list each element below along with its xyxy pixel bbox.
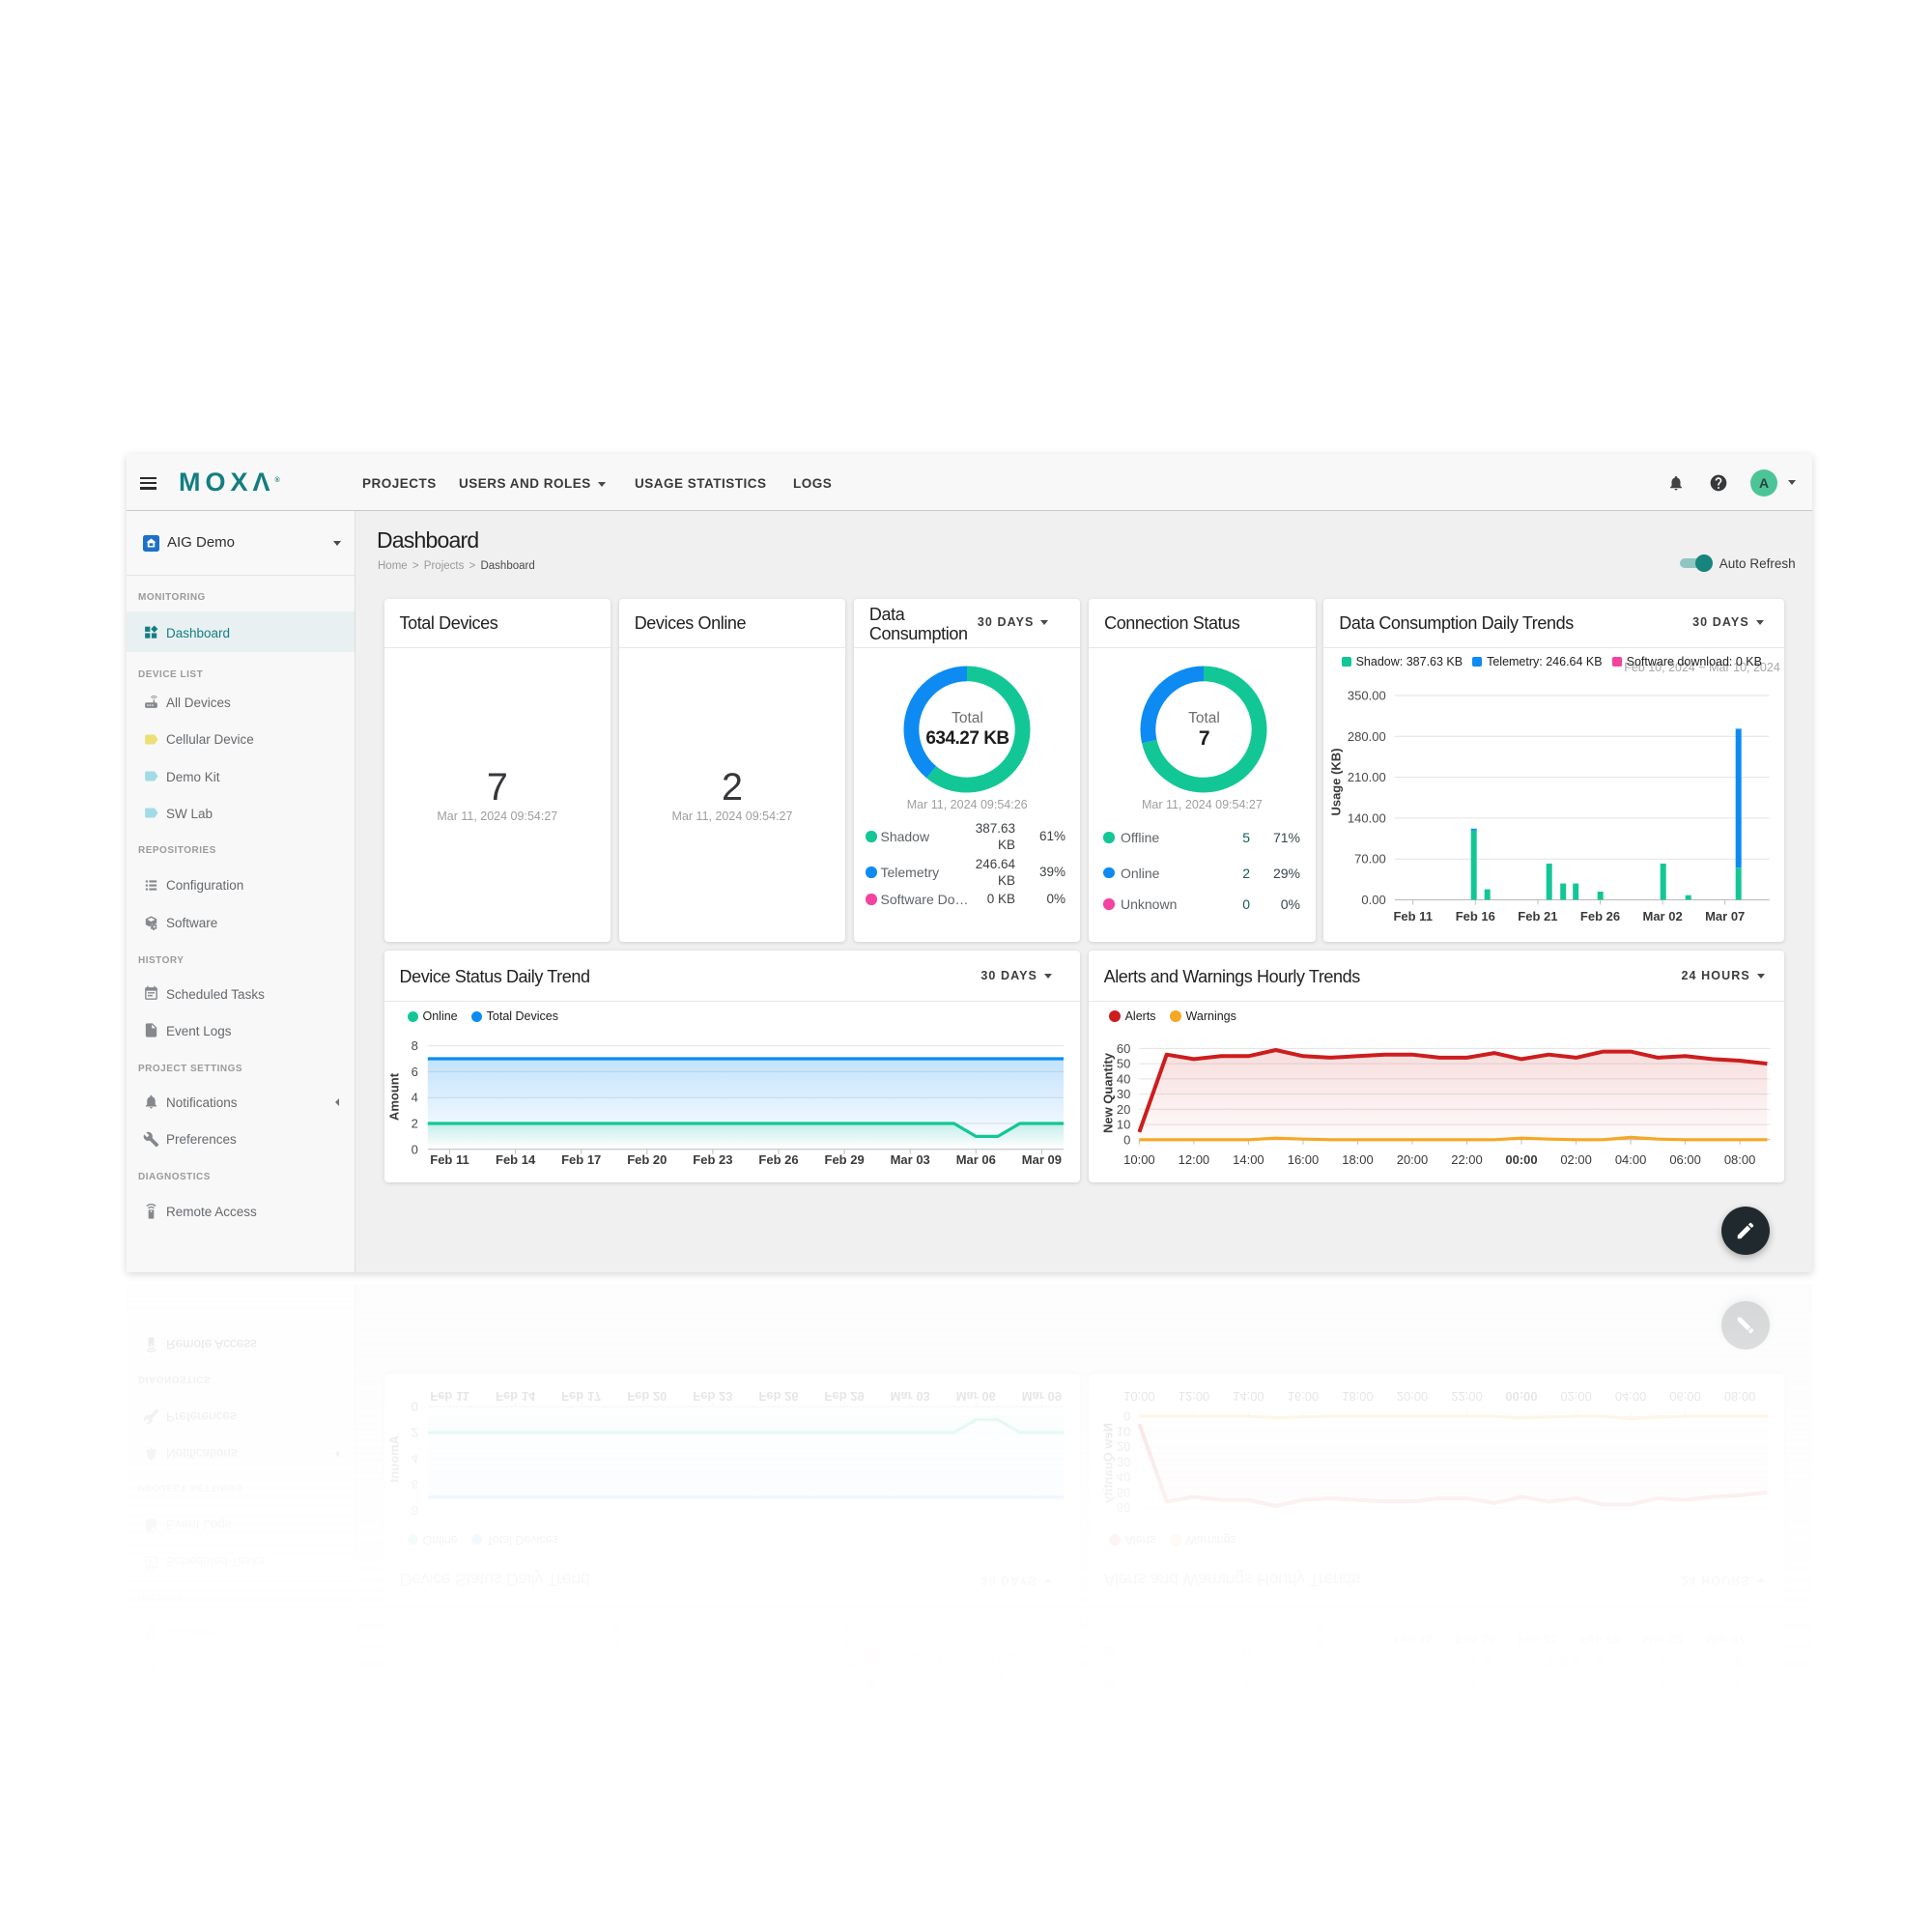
svg-text:0: 0: [411, 1142, 417, 1156]
svg-text:Feb 14: Feb 14: [496, 1152, 536, 1167]
svg-text:20: 20: [1117, 1439, 1130, 1454]
svg-text:Feb 26: Feb 26: [1580, 1633, 1620, 1647]
svg-text:Mar 03: Mar 03: [890, 1152, 929, 1167]
svg-text:Feb 11: Feb 11: [430, 1389, 469, 1404]
svg-text:Feb 16: Feb 16: [1456, 909, 1495, 923]
svg-text:16:00: 16:00: [1287, 1389, 1319, 1404]
svg-text:Feb 29: Feb 29: [824, 1389, 864, 1404]
svg-text:6: 6: [411, 1477, 417, 1492]
svg-text:Mar 03: Mar 03: [890, 1389, 929, 1404]
svg-text:0.00: 0.00: [1362, 1649, 1386, 1663]
svg-text:2: 2: [411, 1117, 417, 1131]
svg-text:18:00: 18:00: [1342, 1389, 1374, 1404]
svg-text:10: 10: [1117, 1118, 1130, 1132]
svg-text:04:00: 04:00: [1614, 1389, 1646, 1404]
svg-text:20:00: 20:00: [1396, 1152, 1428, 1167]
svg-text:60: 60: [1117, 1500, 1130, 1515]
svg-text:Feb 29: Feb 29: [824, 1152, 864, 1167]
svg-text:Mar 02: Mar 02: [1643, 1633, 1683, 1647]
svg-text:Feb 16: Feb 16: [1456, 1633, 1495, 1647]
svg-text:30: 30: [1117, 1455, 1130, 1469]
svg-text:Mar 02: Mar 02: [1643, 909, 1683, 923]
svg-text:Mar 09: Mar 09: [1021, 1152, 1061, 1167]
svg-text:Feb 23: Feb 23: [693, 1152, 732, 1167]
svg-text:Feb 21: Feb 21: [1519, 909, 1558, 923]
svg-text:Feb 11: Feb 11: [1394, 1633, 1433, 1647]
svg-text:16:00: 16:00: [1287, 1152, 1319, 1167]
svg-text:10: 10: [1117, 1424, 1130, 1438]
svg-text:30: 30: [1117, 1087, 1130, 1101]
svg-text:Feb 26: Feb 26: [758, 1389, 798, 1404]
svg-text:Feb 20: Feb 20: [627, 1152, 667, 1167]
svg-text:Mar 07: Mar 07: [1705, 1633, 1745, 1647]
svg-text:70.00: 70.00: [1354, 1690, 1386, 1704]
svg-text:40: 40: [1117, 1470, 1130, 1485]
svg-text:18:00: 18:00: [1342, 1152, 1374, 1167]
svg-text:50: 50: [1117, 1485, 1130, 1499]
svg-text:Feb 21: Feb 21: [1519, 1633, 1558, 1647]
svg-text:06:00: 06:00: [1669, 1389, 1701, 1404]
svg-text:Feb 26: Feb 26: [1580, 909, 1620, 923]
svg-text:Mar 06: Mar 06: [955, 1152, 995, 1167]
svg-text:22:00: 22:00: [1451, 1389, 1483, 1404]
svg-text:50: 50: [1117, 1057, 1130, 1071]
svg-text:06:00: 06:00: [1669, 1152, 1701, 1167]
svg-text:350.00: 350.00: [1348, 689, 1386, 703]
svg-text:4: 4: [411, 1451, 417, 1465]
svg-text:08:00: 08:00: [1723, 1389, 1755, 1404]
svg-text:10:00: 10:00: [1123, 1152, 1155, 1167]
svg-text:02:00: 02:00: [1560, 1152, 1592, 1167]
svg-text:4: 4: [411, 1091, 417, 1105]
svg-text:210.00: 210.00: [1348, 770, 1386, 784]
svg-text:6: 6: [411, 1065, 417, 1079]
svg-text:04:00: 04:00: [1614, 1152, 1646, 1167]
svg-text:0: 0: [411, 1400, 417, 1414]
svg-text:Mar 09: Mar 09: [1021, 1389, 1061, 1404]
svg-text:22:00: 22:00: [1451, 1152, 1483, 1167]
svg-text:12:00: 12:00: [1178, 1152, 1209, 1167]
svg-text:20:00: 20:00: [1396, 1389, 1428, 1404]
svg-text:00:00: 00:00: [1505, 1389, 1537, 1404]
svg-text:20: 20: [1117, 1102, 1130, 1117]
svg-text:Mar 06: Mar 06: [955, 1389, 995, 1404]
svg-text:00:00: 00:00: [1505, 1152, 1537, 1167]
svg-text:8: 8: [411, 1038, 417, 1053]
svg-text:2: 2: [411, 1426, 417, 1440]
svg-text:40: 40: [1117, 1071, 1130, 1086]
svg-text:60: 60: [1117, 1041, 1130, 1056]
svg-text:14:00: 14:00: [1233, 1152, 1264, 1167]
svg-text:10:00: 10:00: [1123, 1389, 1155, 1404]
svg-text:Feb 11: Feb 11: [430, 1152, 469, 1167]
svg-text:280.00: 280.00: [1348, 729, 1386, 744]
svg-text:08:00: 08:00: [1723, 1152, 1755, 1167]
svg-text:Feb 11: Feb 11: [1394, 909, 1433, 923]
svg-text:Feb 20: Feb 20: [627, 1389, 667, 1404]
svg-text:0: 0: [1123, 1409, 1130, 1424]
svg-text:14:00: 14:00: [1233, 1389, 1264, 1404]
svg-text:0: 0: [1123, 1132, 1130, 1147]
svg-text:Feb 26: Feb 26: [758, 1152, 798, 1167]
svg-text:Feb 17: Feb 17: [561, 1389, 601, 1404]
svg-text:02:00: 02:00: [1560, 1389, 1592, 1404]
svg-text:Feb 14: Feb 14: [496, 1389, 536, 1404]
svg-text:Mar 07: Mar 07: [1705, 909, 1745, 923]
svg-text:Feb 17: Feb 17: [561, 1152, 601, 1167]
svg-text:140.00: 140.00: [1348, 810, 1386, 825]
svg-text:140.00: 140.00: [1348, 1731, 1386, 1746]
svg-text:12:00: 12:00: [1178, 1389, 1209, 1404]
svg-text:70.00: 70.00: [1354, 852, 1386, 867]
svg-text:Feb 23: Feb 23: [693, 1389, 732, 1404]
svg-text:8: 8: [411, 1503, 417, 1518]
svg-text:0.00: 0.00: [1362, 893, 1386, 907]
